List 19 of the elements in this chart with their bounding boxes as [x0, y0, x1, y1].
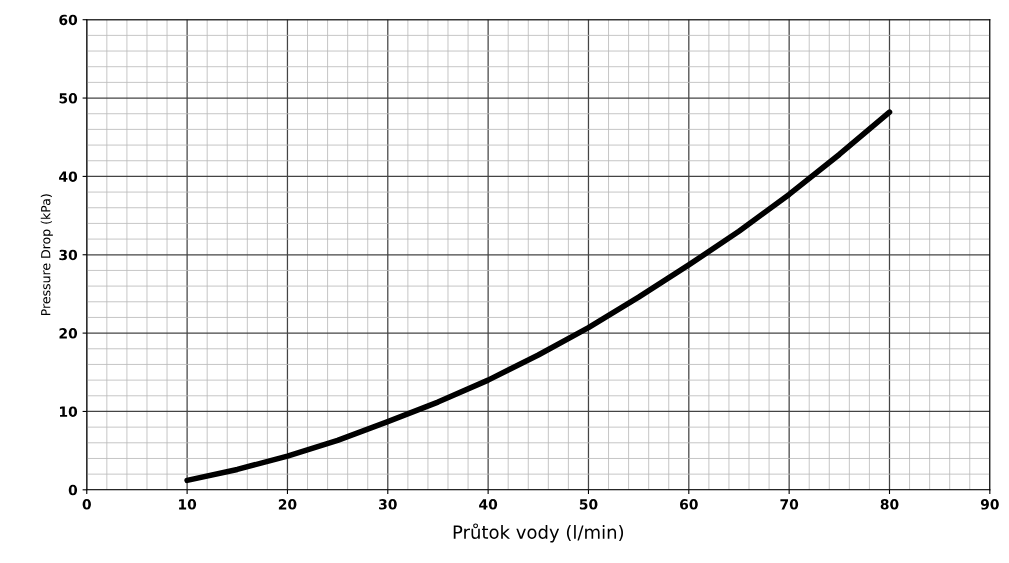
y-tick-label: 50 — [59, 93, 78, 104]
x-tick-label: 60 — [680, 499, 698, 510]
x-tick-label: 20 — [278, 499, 297, 510]
x-tick-label: 90 — [980, 499, 999, 510]
x-axis-title: Průtok vody (l/min) — [453, 523, 624, 543]
x-tick-label: 10 — [179, 499, 197, 510]
x-tick-label: 80 — [880, 499, 899, 510]
y-tick-label: 0 — [68, 484, 78, 496]
x-tick-label: 30 — [379, 499, 397, 510]
y-axis-title: Pressure Drop (kPa) — [40, 194, 53, 316]
y-tick-label: 60 — [59, 14, 78, 26]
x-tick-label: 50 — [579, 499, 598, 510]
y-tick-label: 40 — [59, 171, 78, 182]
x-tick-label: 70 — [780, 499, 799, 510]
y-tick-label: 20 — [59, 328, 78, 339]
y-tick-label: 10 — [59, 406, 78, 417]
y-tick-label: 30 — [59, 249, 78, 261]
x-tick-label: 0 — [82, 499, 91, 510]
x-tick-label: 40 — [479, 499, 498, 510]
